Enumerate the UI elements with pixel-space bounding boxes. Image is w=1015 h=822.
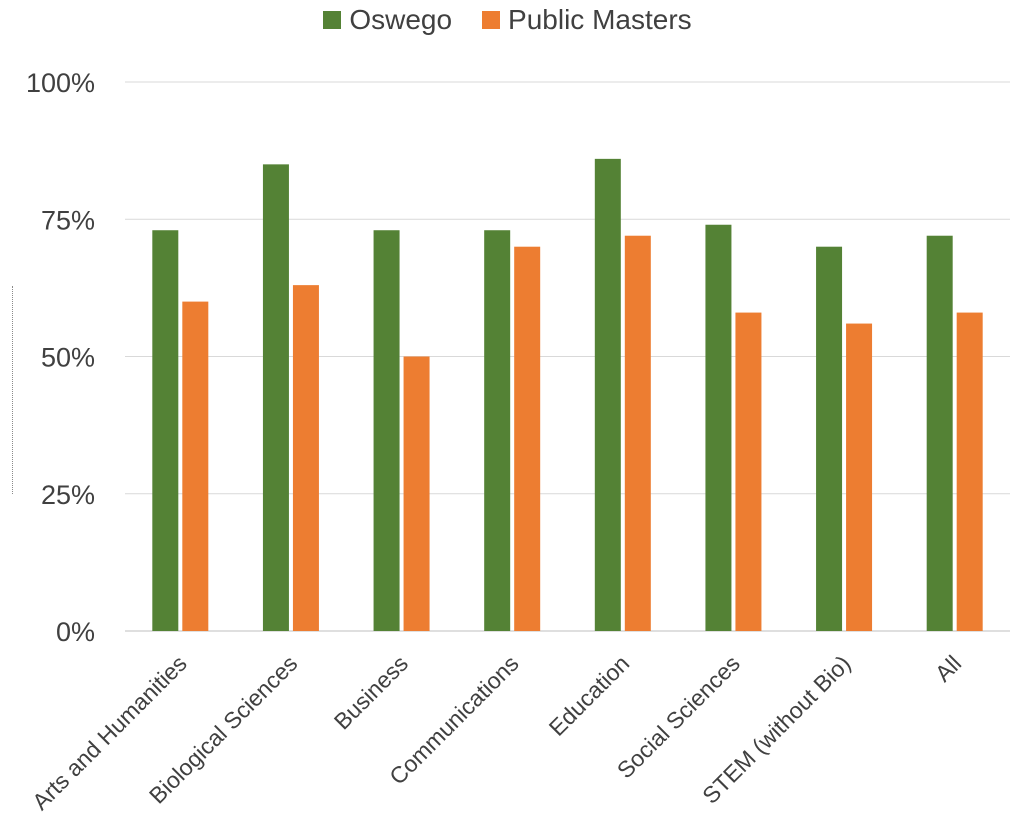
bar-public-masters — [735, 312, 762, 631]
y-tick-label: 100% — [26, 68, 95, 98]
legend-item-oswego: Oswego — [323, 4, 452, 36]
bar-oswego — [152, 230, 179, 632]
bar-public-masters — [514, 246, 541, 631]
legend-item-public-masters: Public Masters — [482, 4, 692, 36]
bar-oswego — [816, 246, 843, 631]
side-divider — [12, 286, 13, 494]
legend-label-oswego: Oswego — [349, 4, 453, 35]
legend-label-public-masters: Public Masters — [508, 4, 692, 35]
bar-public-masters — [182, 301, 209, 631]
y-tick-label: 0% — [56, 617, 95, 647]
bar-public-masters — [292, 285, 319, 631]
bar-public-masters — [956, 312, 983, 631]
y-tick-label: 25% — [41, 480, 95, 510]
y-tick-label: 75% — [41, 205, 95, 235]
legend-swatch-public-masters — [482, 11, 501, 29]
y-tick-label: 50% — [41, 343, 95, 373]
legend-swatch-oswego — [323, 11, 342, 29]
x-tick-label: All — [930, 650, 966, 686]
bar-oswego — [594, 158, 621, 632]
bar-public-masters — [624, 235, 651, 631]
x-tick-label: Education — [544, 650, 635, 741]
bar-public-masters — [403, 356, 430, 631]
legend: Oswego Public Masters — [0, 4, 1015, 36]
bar-oswego — [705, 224, 732, 632]
bar-public-masters — [846, 323, 873, 631]
bar-oswego — [926, 235, 953, 631]
bar-oswego — [262, 164, 289, 631]
bar-oswego — [484, 230, 511, 632]
bar-oswego — [373, 230, 400, 632]
x-tick-label: Business — [329, 650, 413, 734]
